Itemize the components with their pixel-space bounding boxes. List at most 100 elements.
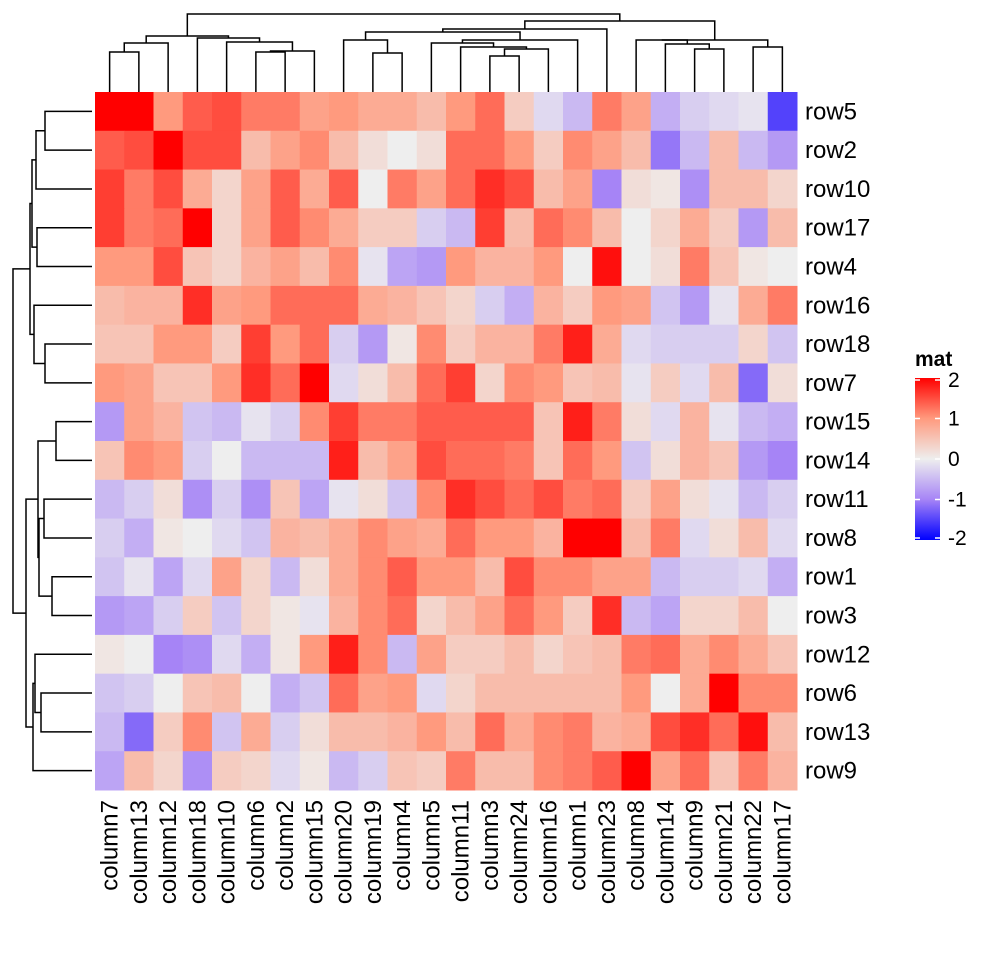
heatmap-cell [416, 402, 447, 442]
heatmap-cell [416, 751, 447, 791]
heatmap-cell [270, 479, 301, 520]
dendrogram-branch [12, 268, 30, 614]
heatmap-cell [738, 402, 769, 442]
legend-tick-label: -2 [948, 527, 967, 550]
heatmap-cell [592, 673, 622, 713]
heatmap-cell [358, 363, 388, 403]
heatmap-cell [212, 285, 242, 326]
heatmap-cell [182, 92, 213, 132]
heatmap-cell [650, 92, 681, 132]
heatmap-cell [182, 518, 213, 558]
row-label: row18 [805, 331, 870, 358]
heatmap-cell [182, 208, 213, 248]
heatmap-cell [533, 518, 564, 558]
heatmap-cell [416, 557, 447, 597]
dendrogram-branch [752, 46, 784, 92]
dendrogram-branch [461, 39, 579, 92]
heatmap-cell [621, 208, 652, 248]
heatmap-cell [621, 596, 652, 636]
heatmap-cell [650, 285, 681, 326]
heatmap-cell [738, 634, 769, 675]
heatmap-cell [241, 479, 271, 520]
heatmap-cell [767, 130, 798, 171]
heatmap-cell [182, 169, 213, 209]
heatmap-cell [475, 557, 505, 597]
column-label: column14 [652, 800, 679, 904]
heatmap-cell [153, 247, 184, 287]
heatmap-cell [533, 479, 564, 520]
heatmap-cell [299, 751, 330, 791]
heatmap-cell [767, 596, 798, 636]
dendrogram-branch [32, 682, 92, 772]
heatmap-cell [446, 712, 476, 752]
heatmap-cell [504, 712, 535, 752]
heatmap-cell [124, 557, 154, 597]
heatmap-cell [767, 92, 798, 132]
heatmap-cell [709, 557, 739, 597]
heatmap-cell [95, 324, 125, 364]
heatmap-cell [475, 673, 505, 713]
heatmap-cell [182, 479, 213, 520]
heatmap-cell [212, 634, 242, 675]
heatmap-cell [621, 634, 652, 675]
heatmap-cell [270, 130, 301, 171]
heatmap-cell [299, 557, 330, 597]
row-label: row12 [805, 641, 870, 668]
heatmap-cell [329, 169, 359, 209]
heatmap-cell [446, 324, 476, 364]
heatmap-cell [767, 634, 798, 675]
heatmap-cell [680, 441, 710, 481]
heatmap-cell [212, 596, 242, 636]
heatmap-cell [416, 712, 447, 752]
column-label: column15 [301, 800, 328, 904]
heatmap-cell [709, 518, 739, 558]
heatmap-cell [95, 92, 125, 132]
heatmap-cell [299, 712, 330, 752]
heatmap-cell [446, 634, 476, 675]
heatmap-cell [124, 208, 154, 248]
heatmap-cell [212, 324, 242, 364]
heatmap-cell [358, 441, 388, 481]
heatmap-cell [270, 247, 301, 287]
heatmap-cell [446, 130, 476, 171]
heatmap-cell [563, 130, 593, 171]
heatmap-cell [680, 712, 710, 752]
heatmap-cell [592, 169, 622, 209]
dendrogram-branch [269, 50, 316, 92]
heatmap-cell [563, 324, 593, 364]
heatmap-cell [358, 557, 388, 597]
heatmap-cell [563, 247, 593, 287]
heatmap-cell [241, 247, 271, 287]
heatmap-cell [153, 557, 184, 597]
heatmap-cell [680, 363, 710, 403]
heatmap-cell [563, 208, 593, 248]
heatmap-cell [270, 285, 301, 326]
dendrogram-branch [51, 575, 92, 617]
heatmap-cell [504, 441, 535, 481]
heatmap-cell [212, 673, 242, 713]
heatmap-cell [416, 363, 447, 403]
heatmap-cell [504, 634, 535, 675]
heatmap-cell [182, 441, 213, 481]
heatmap-cell [241, 751, 271, 791]
row-label: row1 [805, 564, 857, 591]
heatmap-cell [358, 169, 388, 209]
heatmap-cell [738, 363, 769, 403]
heatmap-cell [475, 247, 505, 287]
dendrogram-branch [44, 110, 92, 151]
heatmap-cell [592, 751, 622, 791]
heatmap-cell [241, 363, 271, 403]
heatmap-cell [299, 441, 330, 481]
heatmap-cell [709, 363, 739, 403]
heatmap-cell [329, 324, 359, 364]
heatmap-cell [124, 751, 154, 791]
heatmap-cell [212, 92, 242, 132]
heatmap-cell [563, 712, 593, 752]
heatmap-cell [563, 634, 593, 675]
heatmap-cell [299, 673, 330, 713]
heatmap-cell [212, 402, 242, 442]
heatmap-cell [709, 92, 739, 132]
heatmap-cell [533, 208, 564, 248]
heatmap-cell [387, 557, 418, 597]
heatmap-cell [709, 169, 739, 209]
